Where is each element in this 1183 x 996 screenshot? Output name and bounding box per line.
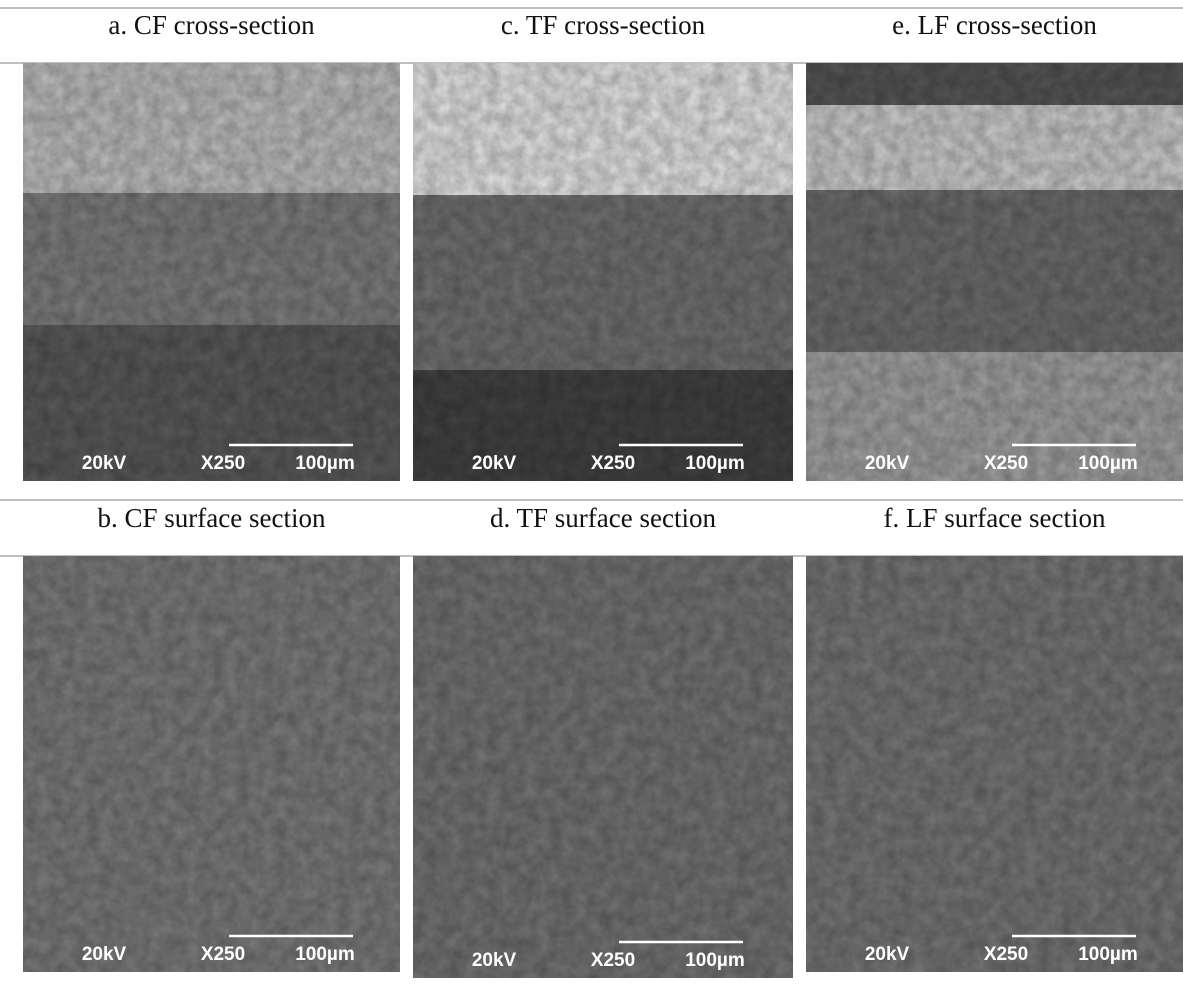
magnification-label: X250	[201, 453, 245, 474]
micrograph: 20kV X250 100µm	[23, 556, 400, 972]
scale-label: 100µm	[1078, 944, 1138, 965]
page: {"panels": [ {"caption": "a. CF cross-se…	[0, 0, 1183, 996]
micrograph: 20kV X250 100µm	[413, 556, 793, 978]
magnification-label: X250	[591, 950, 635, 971]
micrograph: 20kV X250 100µm	[23, 63, 400, 481]
scale-label: 100µm	[1078, 453, 1138, 474]
image-texture	[23, 63, 400, 481]
panel-caption: f. LF surface section	[884, 503, 1106, 533]
micrograph: 20kV X250 100µm	[413, 63, 793, 481]
image-texture	[806, 63, 1183, 481]
micrograph: 20kV X250 100µm	[806, 556, 1183, 972]
micrograph: 20kV X250 100µm	[806, 63, 1183, 481]
scale-label: 100µm	[685, 950, 745, 971]
magnification-label: X250	[984, 453, 1028, 474]
image-texture	[413, 63, 793, 481]
voltage-label: 20kV	[82, 944, 127, 965]
voltage-label: 20kV	[865, 944, 910, 965]
scale-label: 100µm	[295, 944, 355, 965]
panel-caption: b. CF surface section	[98, 503, 326, 533]
voltage-label: 20kV	[472, 950, 517, 971]
image-texture	[413, 556, 793, 978]
magnification-label: X250	[201, 944, 245, 965]
panel-caption: e. LF cross-section	[892, 10, 1097, 40]
panel-caption: a. CF cross-section	[108, 10, 315, 40]
image-texture	[806, 556, 1183, 972]
scale-label: 100µm	[295, 453, 355, 474]
voltage-label: 20kV	[82, 453, 127, 474]
panel-caption: d. TF surface section	[490, 503, 716, 533]
voltage-label: 20kV	[865, 453, 910, 474]
voltage-label: 20kV	[472, 453, 517, 474]
magnification-label: X250	[984, 944, 1028, 965]
figure: a. CF cross-section 20kV X250 100µm c. TF cr…	[0, 0, 1183, 996]
magnification-label: X250	[591, 453, 635, 474]
panel-caption: c. TF cross-section	[501, 10, 706, 40]
scale-label: 100µm	[685, 453, 745, 474]
image-texture	[23, 556, 400, 972]
